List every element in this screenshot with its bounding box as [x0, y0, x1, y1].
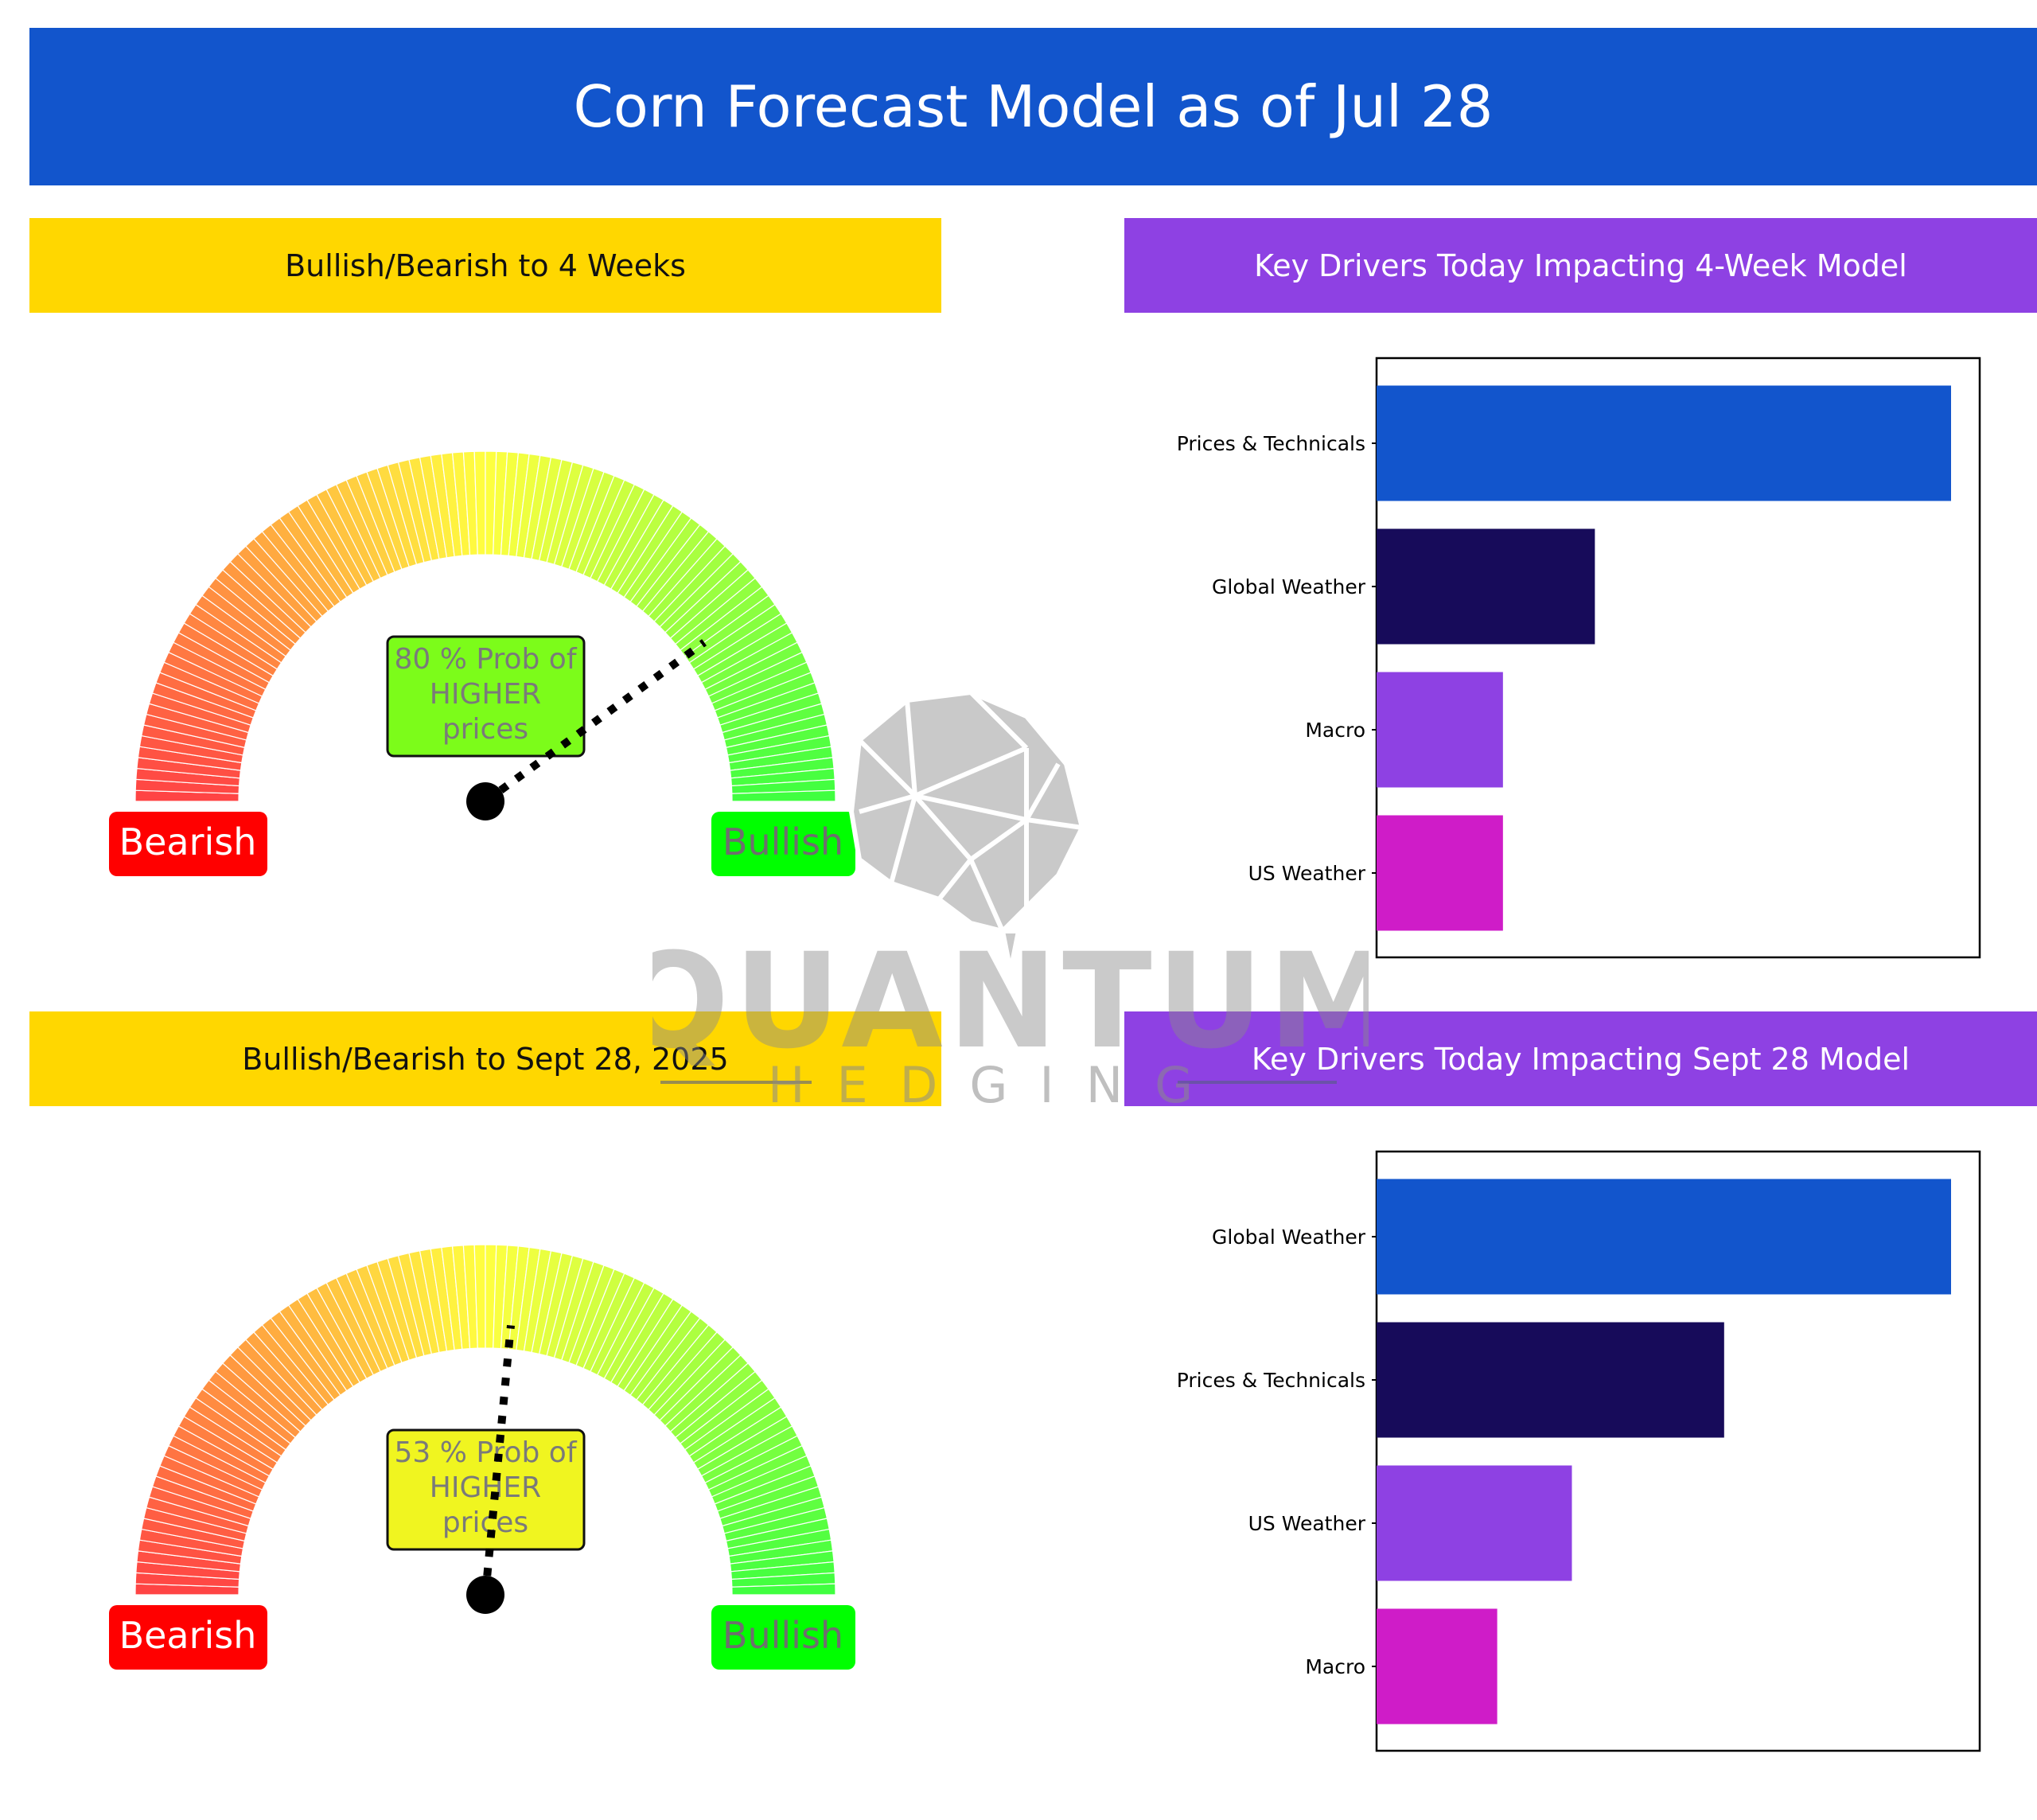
- probability-box: 80 % Prob of HIGHER prices: [386, 635, 586, 758]
- page-title: Corn Forecast Model as of Jul 28: [573, 73, 1494, 140]
- gauge-chart-4-weeks: Bearish Bullish 80 % Prob of HIGHER pric…: [109, 450, 855, 876]
- bearish-tag-bg: [109, 1605, 267, 1670]
- drivers-bar-chart-4-week: Prices & Technicals Global Weather Macro US…: [1177, 357, 1981, 959]
- drivers2-header: Key Drivers Today Impacting Sept 28 Mode…: [1124, 1011, 2037, 1106]
- driver-bar: [1377, 1179, 1951, 1295]
- bullish-label: Bullish: [722, 820, 843, 863]
- driver-bar: [1377, 1322, 1724, 1438]
- driver-bar: [1377, 528, 1595, 645]
- drivers1-header: Key Drivers Today Impacting 4-Week Model: [1124, 218, 2037, 313]
- gauge-needle: [466, 1325, 515, 1614]
- driver-bar: [1377, 672, 1503, 788]
- driver-label: Macro: [1305, 1655, 1365, 1678]
- gauge-segment: [731, 789, 836, 802]
- gauge-chart-sept-28: Bearish Bullish 53 % Prob of HIGHER pric…: [109, 1244, 855, 1670]
- drivers1-heading: Key Drivers Today Impacting 4-Week Model: [1254, 247, 1907, 283]
- driver-label: Global Weather: [1212, 575, 1366, 598]
- probability-line-1: 53 % Prob of: [394, 1436, 577, 1469]
- gauge1-header: Bullish/Bearish to 4 Weeks: [29, 218, 941, 313]
- bullish-label: Bullish: [722, 1614, 843, 1657]
- drivers-bar-chart-sept-28: Global Weather Prices & Technicals US Weat…: [1177, 1150, 1981, 1752]
- gauge-needle-line: [483, 639, 707, 805]
- probability-line-2: HIGHER: [430, 678, 541, 711]
- bullish-tag-bg: [711, 812, 855, 876]
- driver-label: Macro: [1305, 719, 1365, 742]
- driver-bar: [1377, 1608, 1498, 1725]
- probability-line-3: prices: [442, 1506, 528, 1539]
- bearish-tag-bg: [109, 812, 267, 876]
- driver-label: US Weather: [1248, 1512, 1366, 1535]
- driver-label: Prices & Technicals: [1177, 1369, 1365, 1392]
- bearish-label: Bearish: [119, 820, 257, 863]
- gauge-segment: [731, 1583, 836, 1596]
- drivers2-heading: Key Drivers Today Impacting Sept 28 Mode…: [1251, 1041, 1910, 1077]
- gauge-needle-overlay: [466, 639, 707, 820]
- probability-line-3: prices: [442, 713, 528, 746]
- gauge-pivot: [466, 1576, 504, 1614]
- gauge-arc: [134, 1244, 836, 1596]
- gauge2-heading: Bullish/Bearish to Sept 28, 2025: [242, 1041, 729, 1077]
- bearish-tag: Bearish: [109, 812, 267, 876]
- gauge-arc: [134, 450, 836, 802]
- driver-label: Prices & Technicals: [1177, 432, 1365, 455]
- bullish-tag: Bullish: [711, 1605, 855, 1670]
- driver-bar: [1377, 385, 1951, 501]
- bearish-label: Bearish: [119, 1614, 257, 1657]
- driver-label: US Weather: [1248, 862, 1366, 885]
- gauge-pivot: [466, 782, 504, 820]
- gauge1-heading: Bullish/Bearish to 4 Weeks: [285, 247, 686, 283]
- gauge2-header: Bullish/Bearish to Sept 28, 2025: [29, 1011, 941, 1106]
- bullish-tag: Bullish: [711, 812, 855, 876]
- gauge-needle-line: [481, 1325, 515, 1596]
- bullish-tag-bg: [711, 1605, 855, 1670]
- bearish-tag: Bearish: [109, 1605, 267, 1670]
- driver-bar: [1377, 815, 1503, 931]
- driver-label: Global Weather: [1212, 1226, 1366, 1249]
- plot-frame: [1375, 357, 1981, 959]
- plot-frame: [1375, 1150, 1981, 1752]
- page-title-banner: Corn Forecast Model as of Jul 28: [29, 28, 2037, 185]
- probability-box: 53 % Prob of HIGHER prices: [386, 1428, 586, 1551]
- probability-line-1: 80 % Prob of: [394, 643, 577, 676]
- probability-box-bg: [386, 635, 586, 758]
- driver-bar: [1377, 1465, 1572, 1581]
- probability-line-2: HIGHER: [430, 1471, 541, 1504]
